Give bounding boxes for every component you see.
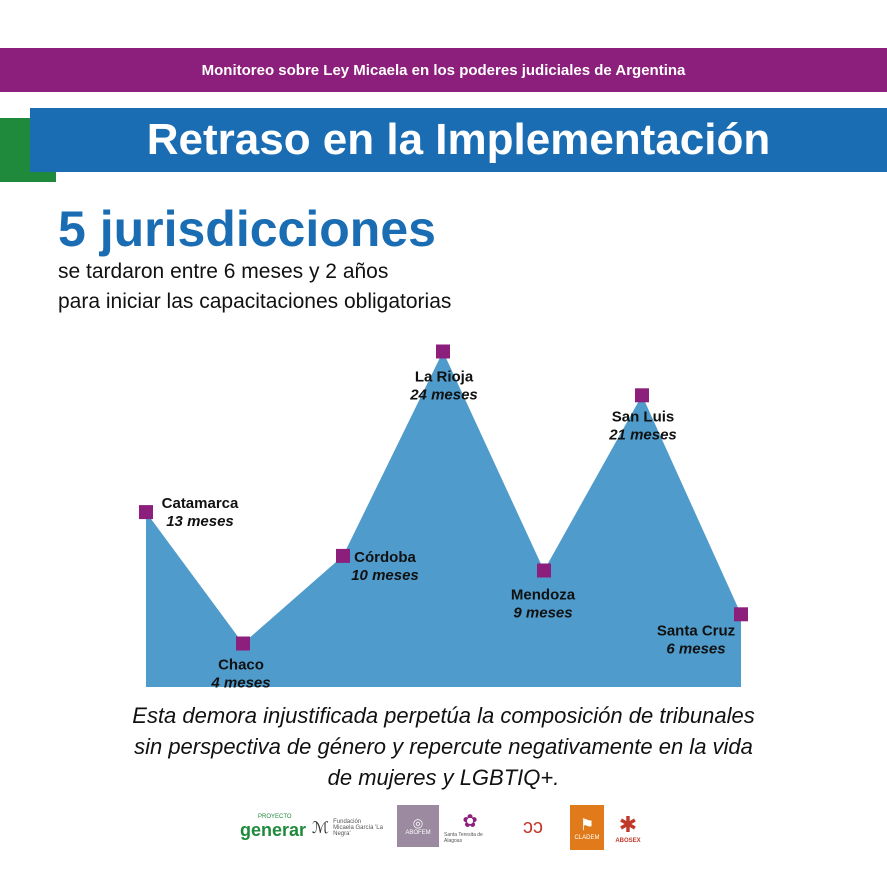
value-label-2: 10 meses: [351, 567, 419, 584]
point-marker-3: [436, 344, 450, 359]
point-marker-4: [537, 563, 551, 578]
footer-line-1: Esta demora injustificada perpetúa la co…: [132, 703, 755, 728]
fundacion-logo: ℳ Fundación Micaela García 'La Negra': [312, 818, 383, 837]
footer-statement: Esta demora injustificada perpetúa la co…: [60, 700, 827, 793]
santa-teresa-logo: ✿ Santa Teresita de Alagoas: [444, 811, 483, 844]
category-label-1: Chaco: [218, 657, 264, 674]
headline: 5 jurisdicciones: [58, 201, 436, 257]
value-label-0: 13 meses: [166, 513, 234, 530]
point-marker-0: [139, 505, 153, 520]
chart-area: [146, 351, 741, 687]
title-bar: Retraso en la Implementación: [30, 108, 887, 172]
catolicas-logo: ↄↄ: [523, 816, 543, 838]
page-title: Retraso en la Implementación: [146, 115, 771, 164]
point-marker-5: [635, 388, 649, 403]
footer-line-3: de mujeres y LGBTIQ+.: [327, 765, 560, 790]
abofem-logo: ◎ ABOFEM: [397, 805, 439, 847]
value-label-3: 24 meses: [409, 387, 478, 404]
intro-line-1: se tardaron entre 6 meses y 2 años: [58, 260, 389, 283]
category-label-0: Catamarca: [162, 495, 239, 512]
category-label-6: Santa Cruz: [657, 622, 735, 639]
point-marker-2: [336, 548, 350, 563]
value-label-6: 6 meses: [666, 640, 725, 657]
value-label-4: 9 meses: [513, 605, 572, 622]
cladem-logo: ⚑ CLADEM: [570, 805, 604, 850]
intro-line-2: para iniciar las capacitaciones obligato…: [58, 290, 452, 313]
value-label-5: 21 meses: [608, 426, 677, 443]
value-label-1: 4 meses: [210, 675, 270, 692]
top-banner: Monitoreo sobre Ley Micaela en los poder…: [0, 48, 887, 92]
category-label-3: La Rioja: [415, 369, 474, 386]
category-label-2: Córdoba: [354, 549, 416, 566]
generar-logo: PROYECTO generar: [240, 814, 307, 840]
sponsor-logos: PROYECTO generar ℳ Fundación Micaela Gar…: [240, 805, 660, 860]
category-label-5: San Luis: [612, 408, 675, 425]
point-marker-6: [734, 607, 748, 622]
abosex-logo: ✱ ABOSEX: [615, 811, 641, 844]
footer-line-2: sin perspectiva de género y repercute ne…: [134, 734, 753, 759]
banner-text: Monitoreo sobre Ley Micaela en los poder…: [201, 61, 686, 79]
category-label-4: Mendoza: [511, 587, 576, 604]
point-marker-1: [236, 636, 250, 651]
